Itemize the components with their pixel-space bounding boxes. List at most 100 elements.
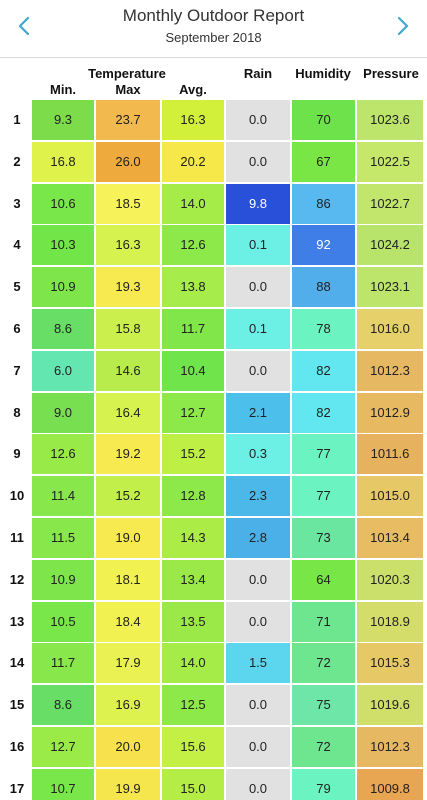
avg-temp-cell: 20.2	[162, 141, 224, 182]
max-temp-cell: 14.6	[96, 350, 160, 391]
pressure-cell: 1022.7	[357, 183, 423, 224]
avg-temp-cell: 12.8	[162, 476, 224, 517]
min-temp-cell: 9.0	[32, 392, 94, 433]
report-header: Monthly Outdoor Report September 2018	[0, 0, 427, 58]
humidity-cell: 92	[292, 225, 355, 266]
min-temp-cell: 11.7	[32, 643, 94, 684]
day-number: 11	[10, 530, 24, 545]
day-number: 17	[9, 780, 25, 796]
rain-cell: 0.0	[226, 267, 290, 308]
rain-cell: 9.8	[226, 183, 290, 224]
min-temp-cell: 10.9	[32, 559, 94, 600]
min-temp-cell: 11.5	[32, 518, 94, 558]
pressure-cell: 1012.3	[357, 727, 423, 767]
chevron-right-icon	[397, 16, 409, 36]
min-temp-cell: 10.9	[32, 267, 94, 308]
humidity-cell: 86	[292, 183, 355, 224]
day-number: 15	[9, 697, 25, 713]
avg-temp-cell: 10.4	[162, 350, 224, 391]
avg-temp-cell: 15.2	[162, 434, 224, 475]
humidity-cell: 88	[292, 267, 355, 308]
day-number: 7	[13, 362, 21, 378]
pressure-cell: 1020.3	[357, 559, 423, 600]
humidity-cell: 72	[292, 727, 355, 767]
max-temp-cell: 26.0	[96, 141, 160, 182]
table-row: 17 10.7 19.9 15.0 0.0 79 1009.8	[0, 768, 427, 800]
avg-temp-cell: 15.0	[162, 768, 224, 800]
table-row: 15 8.6 16.9 12.5 0.0 75 1019.6	[0, 685, 427, 726]
avg-temp-cell: 15.6	[162, 727, 224, 767]
avg-column-header: Avg.	[179, 82, 207, 97]
avg-temp-cell: 13.8	[162, 267, 224, 308]
max-temp-cell: 15.8	[96, 309, 160, 349]
pressure-cell: 1015.3	[357, 643, 423, 684]
min-temp-cell: 10.6	[32, 183, 94, 224]
avg-temp-cell: 14.0	[162, 643, 224, 684]
day-number: 5	[13, 279, 21, 295]
humidity-cell: 73	[292, 518, 355, 558]
humidity-cell: 77	[292, 476, 355, 517]
pressure-cell: 1012.9	[357, 392, 423, 433]
table-row: 3 10.6 18.5 14.0 9.8 86 1022.7	[0, 183, 427, 224]
humidity-column-header: Humidity	[295, 66, 351, 81]
max-temp-cell: 19.0	[96, 518, 160, 558]
rain-cell: 0.0	[226, 350, 290, 391]
humidity-cell: 67	[292, 141, 355, 182]
rain-cell: 0.0	[226, 141, 290, 182]
max-temp-cell: 18.4	[96, 601, 160, 642]
max-temp-cell: 19.2	[96, 434, 160, 475]
min-temp-cell: 6.0	[32, 350, 94, 391]
table-row: 13 10.5 18.4 13.5 0.0 71 1018.9	[0, 601, 427, 642]
max-temp-cell: 18.1	[96, 559, 160, 600]
rain-cell: 0.0	[226, 685, 290, 726]
report-period: September 2018	[165, 30, 262, 45]
day-number: 14	[9, 655, 25, 671]
next-month-button[interactable]	[383, 8, 423, 44]
avg-temp-cell: 14.3	[162, 518, 224, 558]
table-row: 12 10.9 18.1 13.4 0.0 64 1020.3	[0, 559, 427, 600]
pressure-cell: 1022.5	[357, 141, 423, 182]
humidity-cell: 70	[292, 100, 355, 140]
pressure-cell: 1023.6	[357, 100, 423, 140]
rain-cell: 0.0	[226, 559, 290, 600]
pressure-cell: 1009.8	[357, 768, 423, 800]
pressure-cell: 1013.4	[357, 518, 423, 558]
day-number: 2	[13, 153, 21, 169]
max-temp-cell: 19.3	[96, 267, 160, 308]
previous-month-button[interactable]	[4, 8, 44, 44]
max-temp-cell: 16.9	[96, 685, 160, 726]
pressure-cell: 1016.0	[357, 309, 423, 349]
max-temp-cell: 20.0	[96, 727, 160, 767]
table-row: 5 10.9 19.3 13.8 0.0 88 1023.1	[0, 267, 427, 308]
avg-temp-cell: 16.3	[162, 100, 224, 140]
min-temp-cell: 8.6	[32, 685, 94, 726]
humidity-cell: 72	[292, 643, 355, 684]
day-number: 3	[13, 195, 21, 211]
table-row: 7 6.0 14.6 10.4 0.0 82 1012.3	[0, 350, 427, 391]
report-title: Monthly Outdoor Report	[122, 6, 305, 25]
table-row: 8 9.0 16.4 12.7 2.1 82 1012.9	[0, 392, 427, 433]
rain-cell: 2.8	[226, 518, 290, 558]
rain-cell: 1.5	[226, 643, 290, 684]
table-row: 6 8.6 15.8 11.7 0.1 78 1016.0	[0, 309, 427, 349]
humidity-cell: 71	[292, 601, 355, 642]
day-number: 8	[13, 404, 21, 420]
rain-cell: 2.3	[226, 476, 290, 517]
day-number: 10	[9, 488, 25, 504]
avg-temp-cell: 14.0	[162, 183, 224, 224]
rain-column-header: Rain	[243, 66, 273, 81]
chevron-left-icon	[18, 16, 30, 36]
min-temp-cell: 12.6	[32, 434, 94, 475]
pressure-cell: 1019.6	[357, 685, 423, 726]
day-number: 13	[9, 613, 25, 629]
max-temp-cell: 19.9	[96, 768, 160, 800]
day-number: 6	[13, 321, 21, 336]
rain-cell: 0.0	[226, 100, 290, 140]
avg-temp-cell: 12.6	[162, 225, 224, 266]
max-temp-cell: 17.9	[96, 643, 160, 684]
min-temp-cell: 11.4	[32, 476, 94, 517]
min-temp-cell: 10.7	[32, 768, 94, 800]
day-number: 12	[9, 571, 25, 587]
table-row: 2 16.8 26.0 20.2 0.0 67 1022.5	[0, 141, 427, 182]
min-temp-cell: 10.5	[32, 601, 94, 642]
